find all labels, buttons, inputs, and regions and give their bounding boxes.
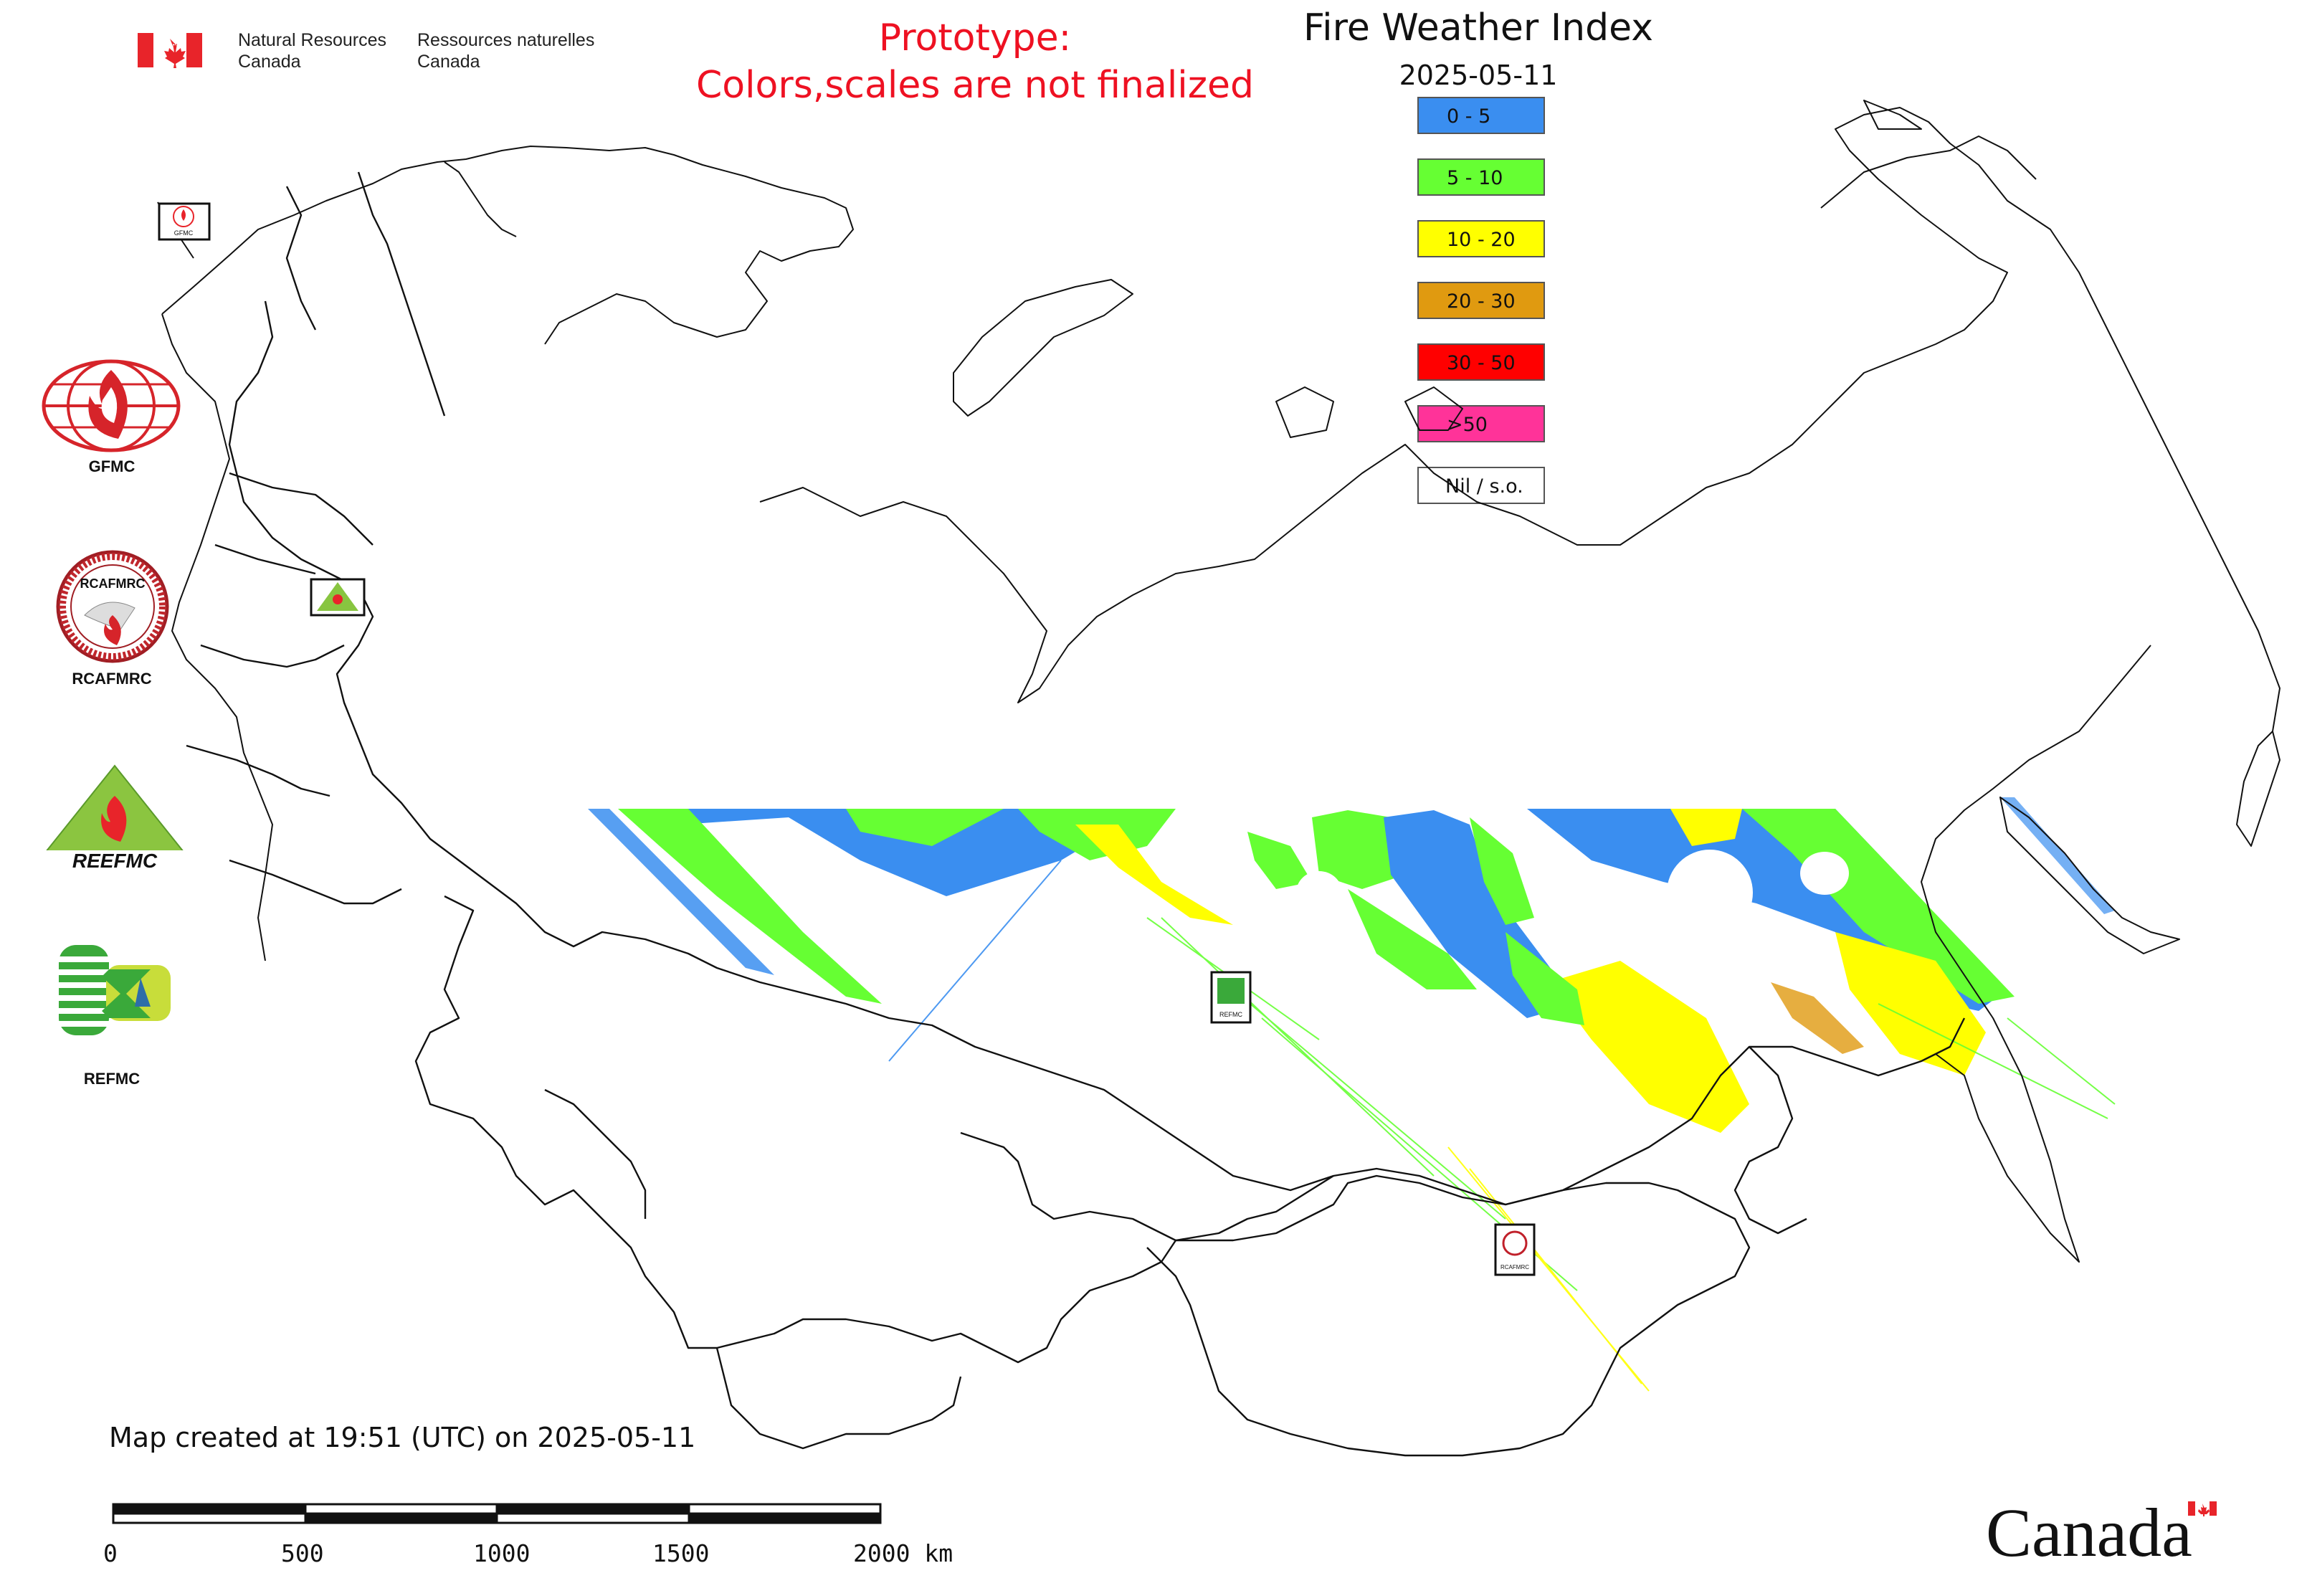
prototype-notice-line2: Colors,scales are not finalized <box>696 64 1254 107</box>
gfmc-logo-label: GFMC <box>89 457 135 475</box>
rcafmrc-logo-label: RCAFMRC <box>72 670 151 688</box>
map-title: Fire Weather Index <box>1303 6 1653 49</box>
legend-label: 10 - 20 <box>1447 229 1516 251</box>
scale-bar <box>112 1503 882 1524</box>
legend-swatch <box>1417 158 1545 196</box>
legend-swatch <box>1417 282 1545 319</box>
map-date: 2025-05-11 <box>1399 60 1558 91</box>
legend-item: >50 <box>1417 405 1545 442</box>
scale-bar-label: 0 <box>103 1539 118 1567</box>
reefmc-logo-icon: REEFMC <box>39 764 191 872</box>
legend-item: 0 - 5 <box>1417 97 1545 134</box>
org-en-line2: Canada <box>238 52 301 72</box>
prototype-notice-line1: Prototype: <box>879 16 1071 60</box>
legend-item: 30 - 50 <box>1417 343 1545 381</box>
refmc-map-marker[interactable]: REFMC <box>1210 971 1252 1024</box>
nrcan-signature: Natural Resources Canada Ressources natu… <box>138 30 594 72</box>
svg-text:RCAFMRC: RCAFMRC <box>1500 1264 1529 1270</box>
legend-swatch <box>1417 343 1545 381</box>
scale-bar-label: 1500 <box>652 1539 709 1567</box>
scale-bar-labels: 0 500 1000 1500 2000 km <box>103 1539 953 1567</box>
scale-bar-label: 500 <box>281 1539 324 1567</box>
rcafmrc-ring-text: RCAFMRC <box>80 576 146 591</box>
basemap-coastlines <box>157 100 2280 1263</box>
legend-item: 20 - 30 <box>1417 282 1545 319</box>
rcafmrc-map-marker[interactable]: RCAFMRC <box>1494 1223 1536 1276</box>
scale-bar-label: 2000 km <box>853 1539 953 1567</box>
legend-label: 0 - 5 <box>1447 105 1490 128</box>
fwi-data-raster <box>588 797 2116 1392</box>
map-created-timestamp: Map created at 19:51 (UTC) on 2025-05-11 <box>109 1422 695 1453</box>
org-en-line1: Natural Resources <box>238 30 386 50</box>
legend-label: Nil / s.o. <box>1445 475 1523 498</box>
scale-bar-label: 1000 <box>473 1539 530 1567</box>
legend-swatch <box>1417 97 1545 134</box>
legend-item: 5 - 10 <box>1417 158 1545 196</box>
org-fr-line2: Canada <box>417 52 480 72</box>
legend-swatch <box>1417 220 1545 257</box>
legend-swatch <box>1417 405 1545 442</box>
legend-label: 30 - 50 <box>1447 352 1516 374</box>
canada-flag-icon <box>138 33 202 68</box>
basemap-borders <box>186 171 1966 1457</box>
svg-text:REFMC: REFMC <box>1219 1011 1242 1018</box>
canada-wordmark-text: Canada <box>1986 1494 2192 1571</box>
gfmc-map-marker[interactable]: GFMC <box>158 202 211 241</box>
reefmc-map-marker[interactable] <box>310 578 366 617</box>
legend-label: 5 - 10 <box>1447 167 1503 189</box>
svg-text:GFMC: GFMC <box>174 229 194 237</box>
legend-item: 10 - 20 <box>1417 220 1545 257</box>
refmc-logo-icon <box>59 945 171 1035</box>
legend-item: Nil / s.o. <box>1417 467 1545 504</box>
canada-wordmark-flag-icon <box>2188 1501 2217 1516</box>
legend-swatch <box>1417 467 1545 504</box>
legend-label: 20 - 30 <box>1447 290 1516 313</box>
reefmc-wordmark: REEFMC <box>72 850 158 872</box>
refmc-logo-label: REFMC <box>84 1070 140 1088</box>
rcafmrc-logo-icon: RCAFMRC <box>56 550 169 663</box>
canada-wordmark: Canada <box>1986 1494 2217 1571</box>
org-fr-line1: Ressources naturelles <box>417 30 594 50</box>
gfmc-logo-icon <box>42 359 181 452</box>
legend-label: >50 <box>1447 414 1488 436</box>
fwi-legend: 0 - 5 5 - 10 10 - 20 20 - 30 30 - 50 >50 Nil /… <box>1417 97 1545 504</box>
